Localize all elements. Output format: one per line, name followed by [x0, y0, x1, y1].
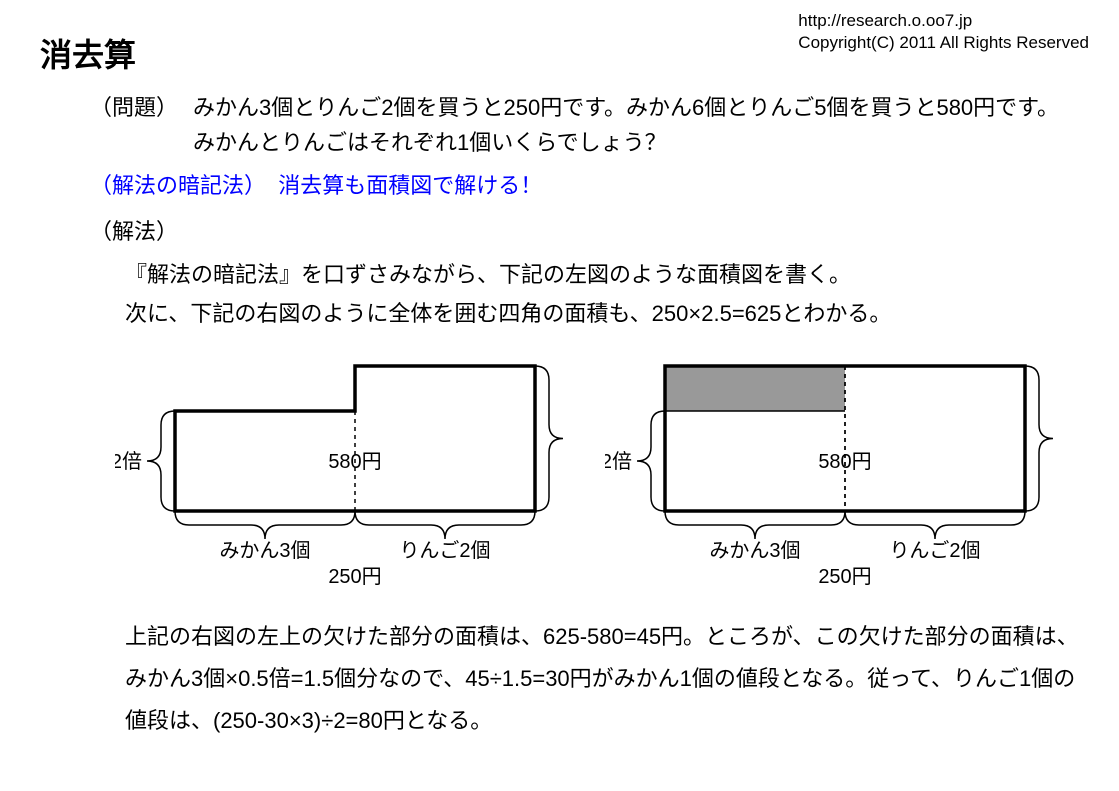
problem-text: みかん3個とりんご2個を買うと250円です。みかん6個とりんご5個を買うと580… — [193, 90, 1079, 160]
svg-text:みかん3個: みかん3個 — [709, 539, 800, 562]
problem-label: （問題） — [90, 90, 178, 160]
header-copyright: Copyright(C) 2011 All Rights Reserved — [798, 32, 1089, 54]
page-title: 消去算 — [40, 30, 136, 81]
diagrams-container: 2倍580円2.5倍みかん3個りんご2個250円 2倍580円2.5倍みかん3個… — [90, 346, 1079, 596]
svg-text:みかん3個: みかん3個 — [219, 539, 310, 562]
solution-line-2: 次に、下記の右図のように全体を囲む四角の面積も、250×2.5=625とわかる。 — [125, 296, 1079, 331]
svg-text:580円: 580円 — [818, 451, 871, 473]
problem: （問題） みかん3個とりんご2個を買うと250円です。みかん6個とりんご5個を買… — [90, 90, 1079, 160]
solution-label: （解法） — [90, 214, 1079, 249]
svg-text:580円: 580円 — [328, 451, 381, 473]
left-diagram: 2倍580円2.5倍みかん3個りんご2個250円 — [115, 346, 565, 596]
right-diagram: 2倍580円2.5倍みかん3個りんご2個250円 — [605, 346, 1055, 596]
content: （問題） みかん3個とりんご2個を買うと250円です。みかん6個とりんご5個を買… — [90, 90, 1079, 742]
header-attribution: http://research.o.oo7.jp Copyright(C) 20… — [798, 10, 1089, 54]
explanation-text: 上記の右図の左上の欠けた部分の面積は、625-580=45円。ところが、この欠け… — [125, 616, 1079, 741]
svg-text:2倍: 2倍 — [605, 450, 632, 473]
svg-text:りんご2個: りんご2個 — [399, 539, 490, 562]
svg-text:250円: 250円 — [328, 566, 381, 586]
right-area-diagram: 2倍580円2.5倍みかん3個りんご2個250円 — [605, 346, 1055, 586]
left-area-diagram: 2倍580円2.5倍みかん3個りんご2個250円 — [115, 346, 565, 586]
svg-text:2倍: 2倍 — [115, 450, 142, 473]
memo-label: （解法の暗記法） — [90, 173, 266, 198]
memorization-method: （解法の暗記法） 消去算も面積図で解ける！ — [90, 168, 1079, 203]
header-url: http://research.o.oo7.jp — [798, 10, 1089, 32]
solution-body: 『解法の暗記法』を口ずさみながら、下記の左図のような面積図を書く。 次に、下記の… — [125, 257, 1079, 331]
svg-text:りんご2個: りんご2個 — [889, 539, 980, 562]
svg-text:250円: 250円 — [818, 566, 871, 586]
solution-line-1: 『解法の暗記法』を口ずさみながら、下記の左図のような面積図を書く。 — [125, 257, 1079, 292]
memo-text: 消去算も面積図で解ける！ — [278, 173, 542, 198]
